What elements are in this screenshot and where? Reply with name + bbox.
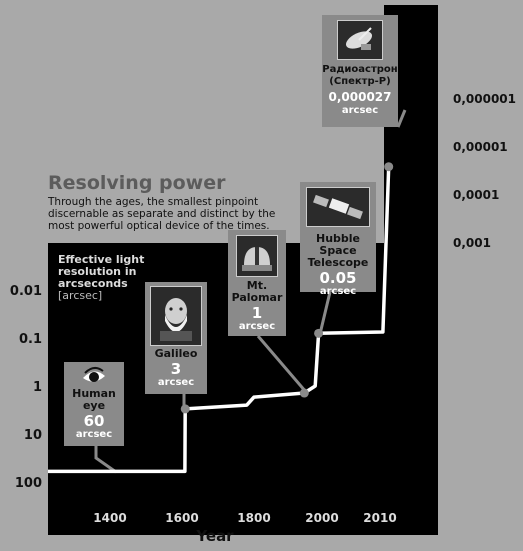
callout-name: Galileo xyxy=(154,347,198,360)
callout-value: 60 xyxy=(83,412,105,430)
leader-palomar xyxy=(256,335,308,393)
x-tick-label: 2000 xyxy=(305,511,338,525)
data-point xyxy=(299,388,309,398)
leader-radioastron xyxy=(396,109,407,128)
y-tick-label-right: 0,001 xyxy=(453,236,491,250)
y-tick-label-left: 0.01 xyxy=(10,284,42,299)
x-axis: 1400 1600 1800 2000 2010 Year xyxy=(93,511,396,545)
callout-radioastron: Радиоастрон (Спектр-Р) 0,000027 arcsec xyxy=(322,15,398,127)
x-tick-label: 1400 xyxy=(93,511,126,525)
callout-name: Радиоастрон (Спектр-Р) xyxy=(322,64,398,87)
data-point xyxy=(180,404,190,414)
hubble-telescope-icon xyxy=(306,187,370,227)
callout-value: 1 xyxy=(251,304,263,322)
callout-leaders xyxy=(94,109,407,474)
y-tick-label-left: 0.1 xyxy=(19,332,42,347)
y-tick-label-left: 10 xyxy=(24,428,42,443)
x-tick-label: 1600 xyxy=(165,511,198,525)
resolution-line xyxy=(48,166,391,474)
chart-subtitle: Through the ages, the smallest pinpoint … xyxy=(48,196,276,232)
callout-value: 0.05 xyxy=(319,269,357,287)
y-tick-label-right: 0,0001 xyxy=(453,188,499,202)
callout-galileo: Galileo 3 arcsec xyxy=(145,282,207,394)
callout-name: Human eye xyxy=(72,387,116,412)
data-point xyxy=(314,328,324,338)
callout-mt-palomar: Mt. Palomar 1 arcsec xyxy=(228,230,286,336)
chart-heading: Resolving power xyxy=(48,172,226,194)
callout-unit: arcsec xyxy=(238,321,276,332)
callout-name: Mt. Palomar xyxy=(231,279,283,304)
data-markers xyxy=(180,162,394,414)
callout-unit: arcsec xyxy=(75,429,113,440)
x-axis-label: Year xyxy=(195,527,234,545)
leader-hubble xyxy=(318,291,332,335)
callout-unit: arcsec xyxy=(341,105,379,116)
leader-human-eye xyxy=(94,446,117,474)
x-tick-label: 1800 xyxy=(237,511,270,525)
callout-name: Hubble Space Telescope xyxy=(307,232,369,269)
y-tick-label-right: 0,00001 xyxy=(453,140,508,154)
observatory-dome-icon xyxy=(236,235,278,277)
callout-human-eye: Human eye 60 arcsec xyxy=(64,362,124,446)
y-axis-left: 0.01 0.1 1 10 100 xyxy=(10,284,42,491)
galileo-portrait xyxy=(150,286,202,346)
x-tick-label: 2010 xyxy=(363,511,396,525)
data-point xyxy=(384,162,394,172)
y-axis-label-unit: [arcsec] xyxy=(58,289,103,302)
y-axis-label: Effective light resolution in arcseconds… xyxy=(58,254,168,302)
callout-value: 3 xyxy=(170,360,182,378)
callout-hubble: Hubble Space Telescope 0.05 arcsec xyxy=(300,182,376,297)
y-axis-right: 0,000001 0,00001 0,0001 0,001 xyxy=(453,92,516,250)
y-tick-label-left: 1 xyxy=(33,380,42,395)
callout-unit: arcsec xyxy=(319,286,357,297)
y-axis-label-text: Effective light resolution in arcseconds xyxy=(58,253,145,290)
radio-telescope-icon xyxy=(337,20,383,60)
eye-icon xyxy=(64,366,124,388)
callout-unit: arcsec xyxy=(157,377,195,388)
callout-value: 0,000027 xyxy=(328,90,392,104)
y-tick-label-right: 0,000001 xyxy=(453,92,516,106)
y-tick-label-left: 100 xyxy=(15,476,42,491)
